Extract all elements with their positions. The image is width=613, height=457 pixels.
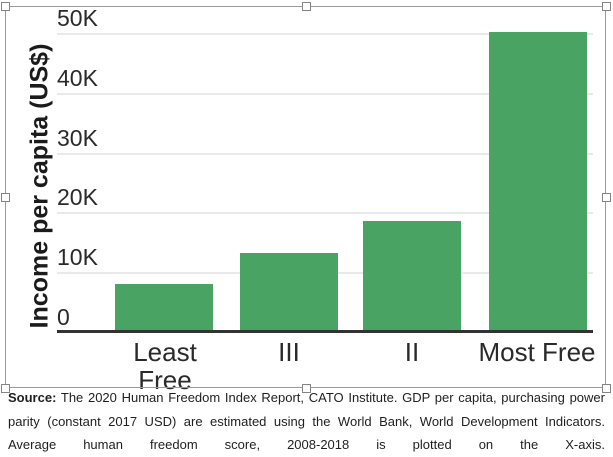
caption-line-1: Source: The 2020 Human Freedom Index Rep…	[8, 386, 605, 410]
y-tick-label: 50K	[57, 5, 98, 31]
x-tick-label-iii: III	[278, 337, 300, 367]
y-tick-label: 10K	[57, 244, 98, 270]
y-tick-label: 40K	[57, 65, 98, 91]
y-tick-label: 30K	[57, 125, 98, 151]
caption-source-label: Source:	[8, 390, 57, 405]
x-tick-label-least-free: Least Free	[133, 337, 197, 395]
figure-caption: Source: The 2020 Human Freedom Index Rep…	[8, 386, 605, 457]
selection-handle-middle-right[interactable]	[602, 193, 611, 202]
selection-handle-bottom-right[interactable]	[602, 384, 611, 393]
x-axis-line	[57, 330, 593, 333]
selection-handle-top-right[interactable]	[602, 2, 611, 11]
bar-least-free	[115, 284, 213, 330]
selection-handle-bottom-center[interactable]	[302, 384, 311, 393]
bar-most-free	[489, 32, 587, 330]
gridline-20K	[57, 212, 593, 214]
y-tick-label: 0	[57, 304, 70, 330]
selection-handle-top-center[interactable]	[302, 2, 311, 11]
bar-iii	[240, 253, 338, 330]
gridline-40K	[57, 93, 593, 95]
selection-handle-top-left[interactable]	[1, 2, 10, 11]
caption-line-1-text: The 2020 Human Freedom Index Report, CAT…	[60, 390, 605, 405]
x-tick-label-most-free: Most Free	[478, 337, 596, 367]
caption-line-3: Average human freedom score, 2008-2018 i…	[8, 437, 605, 453]
gridline-50K	[57, 33, 593, 35]
caption-line-2: parity (constant 2017 USD) are estimated…	[8, 413, 605, 429]
chart-image[interactable]: Income per capita (US$) 0 10K 20K 30K 40K 50K…	[0, 0, 613, 394]
x-tick-label-ii: II	[404, 337, 420, 367]
selection-handle-bottom-left[interactable]	[1, 384, 10, 393]
y-axis-title: Income per capita (US$)	[25, 43, 54, 329]
bar-ii	[363, 221, 461, 330]
selection-handle-middle-left[interactable]	[1, 193, 10, 202]
y-tick-label: 20K	[57, 184, 98, 210]
gridline-30K	[57, 153, 593, 155]
